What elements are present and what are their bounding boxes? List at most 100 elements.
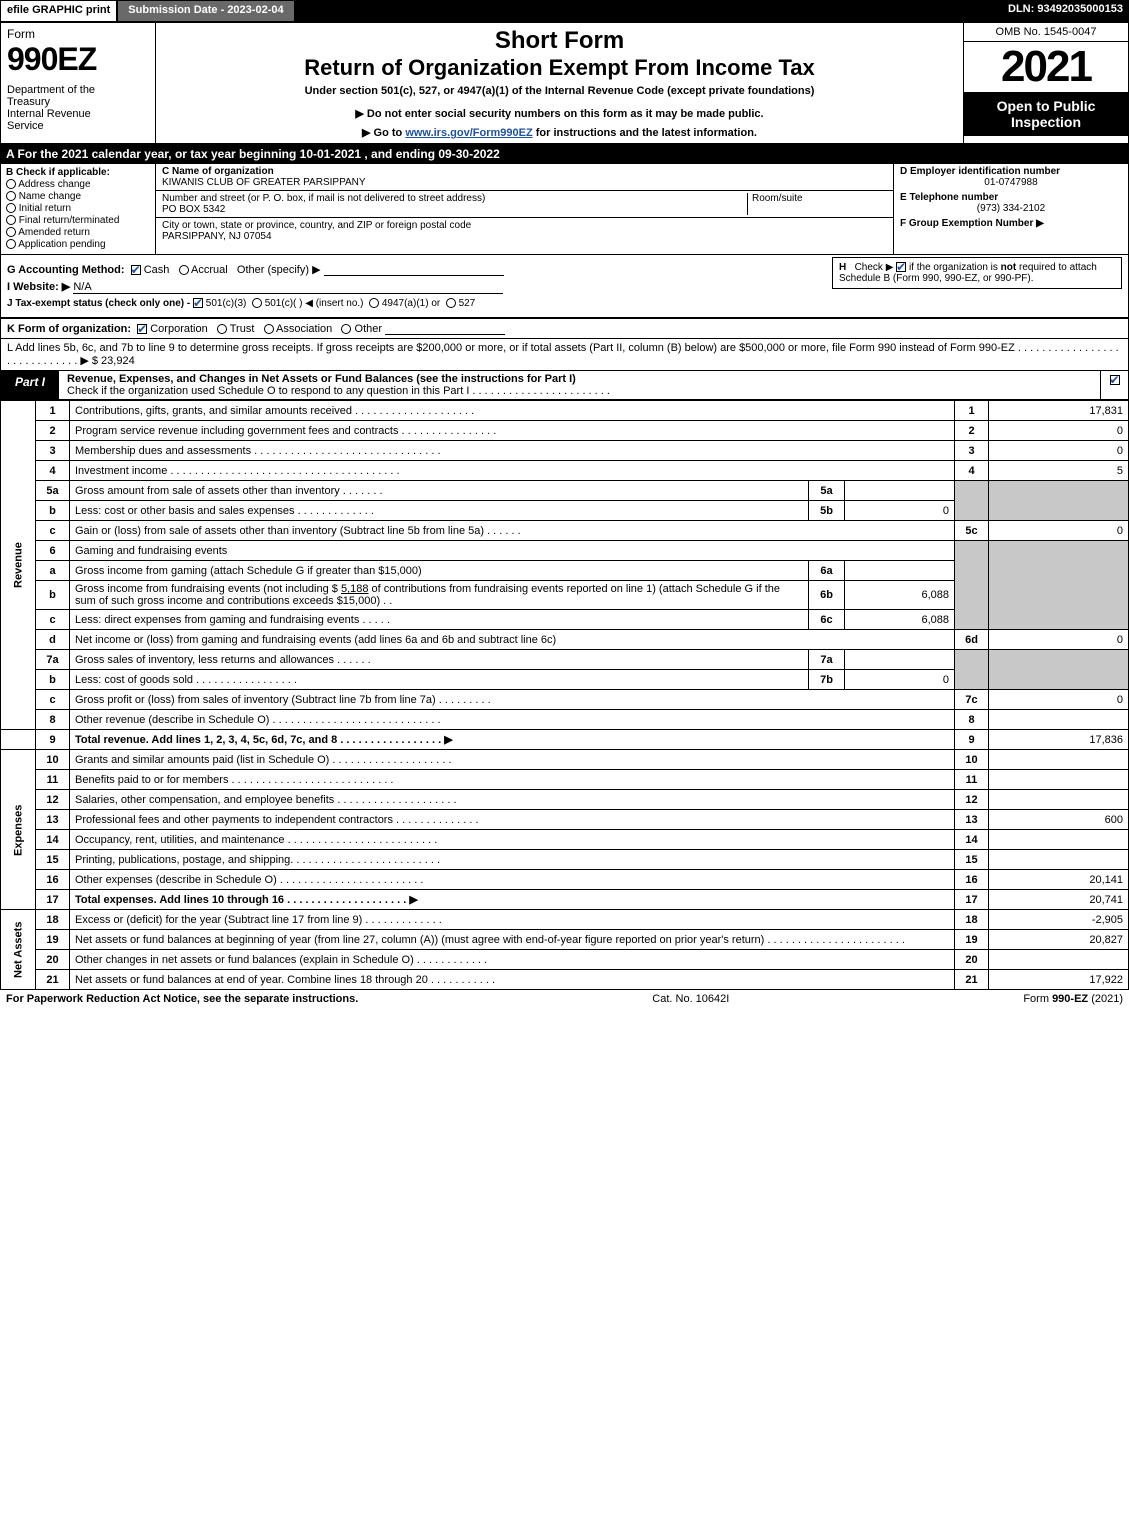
part1-table: Revenue 1 Contributions, gifts, grants, … [0, 400, 1129, 990]
bcd-section: B Check if applicable: Address change Na… [0, 164, 1129, 255]
h-checkbox[interactable] [896, 262, 906, 272]
line10-amount [989, 750, 1129, 770]
open-to-public: Open to Public Inspection [964, 92, 1128, 136]
table-row: 21 Net assets or fund balances at end of… [1, 970, 1129, 990]
table-row: 2 Program service revenue including gove… [1, 421, 1129, 441]
part1-tab: Part I [1, 371, 59, 399]
goto-instructions: ▶ Go to www.irs.gov/Form990EZ for instru… [164, 126, 955, 139]
b-final-return[interactable]: Final return/terminated [6, 215, 150, 226]
footer-form: Form 990-EZ (2021) [1023, 993, 1123, 1005]
g-other-input[interactable] [324, 263, 504, 276]
table-row: c Gain or (loss) from sale of assets oth… [1, 521, 1129, 541]
e-phone-value: (973) 334-2102 [900, 203, 1122, 214]
table-row: 17 Total expenses. Add lines 10 through … [1, 890, 1129, 910]
line3-amount: 0 [989, 441, 1129, 461]
line6a-subamt [845, 561, 955, 581]
part1-title: Revenue, Expenses, and Changes in Net As… [67, 373, 576, 385]
do-not-enter: ▶ Do not enter social security numbers o… [164, 107, 955, 120]
header-center: Short Form Return of Organization Exempt… [156, 23, 963, 143]
table-row: 15 Printing, publications, postage, and … [1, 850, 1129, 870]
j-501c-checkbox[interactable] [252, 298, 262, 308]
table-row: 6 Gaming and fundraising events [1, 541, 1129, 561]
efile-print-label[interactable]: efile GRAPHIC print [0, 0, 117, 22]
line4-amount: 5 [989, 461, 1129, 481]
line20-amount [989, 950, 1129, 970]
j-501c3-checkbox[interactable] [193, 298, 203, 308]
table-row: Revenue 1 Contributions, gifts, grants, … [1, 401, 1129, 421]
k-other-input[interactable] [385, 322, 505, 335]
line7b-subamt: 0 [845, 670, 955, 690]
line7c-amount: 0 [989, 690, 1129, 710]
line5b-subamt: 0 [845, 501, 955, 521]
return-title: Return of Organization Exempt From Incom… [164, 55, 955, 81]
line17-amount: 20,741 [989, 890, 1129, 910]
line14-amount [989, 830, 1129, 850]
c-name-value: KIWANIS CLUB OF GREATER PARSIPPANY [162, 177, 887, 188]
website-value: N/A [73, 281, 503, 294]
city-label: City or town, state or province, country… [162, 220, 887, 231]
b-name-change[interactable]: Name change [6, 191, 150, 202]
footer-notice: For Paperwork Reduction Act Notice, see … [6, 993, 358, 1005]
table-row: 19 Net assets or fund balances at beginn… [1, 930, 1129, 950]
line5c-amount: 0 [989, 521, 1129, 541]
section-h: H Check ▶ if the organization is not req… [832, 257, 1122, 289]
table-row: 12 Salaries, other compensation, and emp… [1, 790, 1129, 810]
b-amended-return[interactable]: Amended return [6, 227, 150, 238]
line8-amount [989, 710, 1129, 730]
g-cash-checkbox[interactable] [131, 265, 141, 275]
b-label: B Check if applicable: [6, 167, 150, 178]
line6d-amount: 0 [989, 630, 1129, 650]
line2-amount: 0 [989, 421, 1129, 441]
b-application-pending[interactable]: Application pending [6, 239, 150, 250]
table-row: Expenses 10 Grants and similar amounts p… [1, 750, 1129, 770]
efile-topbar: efile GRAPHIC print Submission Date - 20… [0, 0, 1129, 22]
netassets-vlabel: Net Assets [1, 910, 36, 990]
k-trust-checkbox[interactable] [217, 324, 227, 334]
l-amount: 23,924 [101, 355, 135, 367]
street-value: PO BOX 5342 [162, 204, 747, 215]
irs-link[interactable]: www.irs.gov/Form990EZ [405, 127, 532, 139]
line19-amount: 20,827 [989, 930, 1129, 950]
table-row: 5a Gross amount from sale of assets othe… [1, 481, 1129, 501]
line5a-subamt [845, 481, 955, 501]
form-number: 990EZ [7, 41, 149, 78]
line1-amount: 17,831 [989, 401, 1129, 421]
table-row: d Net income or (loss) from gaming and f… [1, 630, 1129, 650]
section-k: K Form of organization: Corporation Trus… [0, 318, 1129, 339]
k-other-checkbox[interactable] [341, 324, 351, 334]
page-footer: For Paperwork Reduction Act Notice, see … [0, 990, 1129, 1008]
street-label: Number and street (or P. O. box, if mail… [162, 193, 747, 204]
b-initial-return[interactable]: Initial return [6, 203, 150, 214]
table-row: c Gross profit or (loss) from sales of i… [1, 690, 1129, 710]
c-name-label: C Name of organization [162, 166, 887, 177]
line6b-subamt: 6,088 [845, 581, 955, 610]
dept-label: Department of theTreasuryInternal Revenu… [7, 84, 149, 132]
room-suite-label: Room/suite [747, 193, 887, 215]
line7a-subamt [845, 650, 955, 670]
b-address-change[interactable]: Address change [6, 179, 150, 190]
table-row: Net Assets 18 Excess or (deficit) for th… [1, 910, 1129, 930]
table-row: 3 Membership dues and assessments . . . … [1, 441, 1129, 461]
j-527-checkbox[interactable] [446, 298, 456, 308]
table-row: 20 Other changes in net assets or fund b… [1, 950, 1129, 970]
table-row: 16 Other expenses (describe in Schedule … [1, 870, 1129, 890]
ghij-section: H Check ▶ if the organization is not req… [0, 255, 1129, 318]
d-ein-value: 01-0747988 [900, 177, 1122, 188]
part1-schedule-o-checkbox[interactable] [1110, 375, 1120, 385]
table-row: 4 Investment income . . . . . . . . . . … [1, 461, 1129, 481]
e-phone-label: E Telephone number [900, 192, 1122, 203]
expenses-vlabel: Expenses [1, 750, 36, 910]
k-corp-checkbox[interactable] [137, 324, 147, 334]
k-assoc-checkbox[interactable] [264, 324, 274, 334]
line-a: A For the 2021 calendar year, or tax yea… [0, 144, 1129, 164]
line11-amount [989, 770, 1129, 790]
table-row: 14 Occupancy, rent, utilities, and maint… [1, 830, 1129, 850]
line6c-subamt: 6,088 [845, 610, 955, 630]
g-accrual-checkbox[interactable] [179, 265, 189, 275]
header-right: OMB No. 1545-0047 2021 Open to Public In… [963, 23, 1128, 143]
section-c: C Name of organization KIWANIS CLUB OF G… [156, 164, 893, 254]
j-4947-checkbox[interactable] [369, 298, 379, 308]
line21-amount: 17,922 [989, 970, 1129, 990]
tax-year: 2021 [964, 42, 1128, 92]
city-value: PARSIPPANY, NJ 07054 [162, 231, 887, 242]
